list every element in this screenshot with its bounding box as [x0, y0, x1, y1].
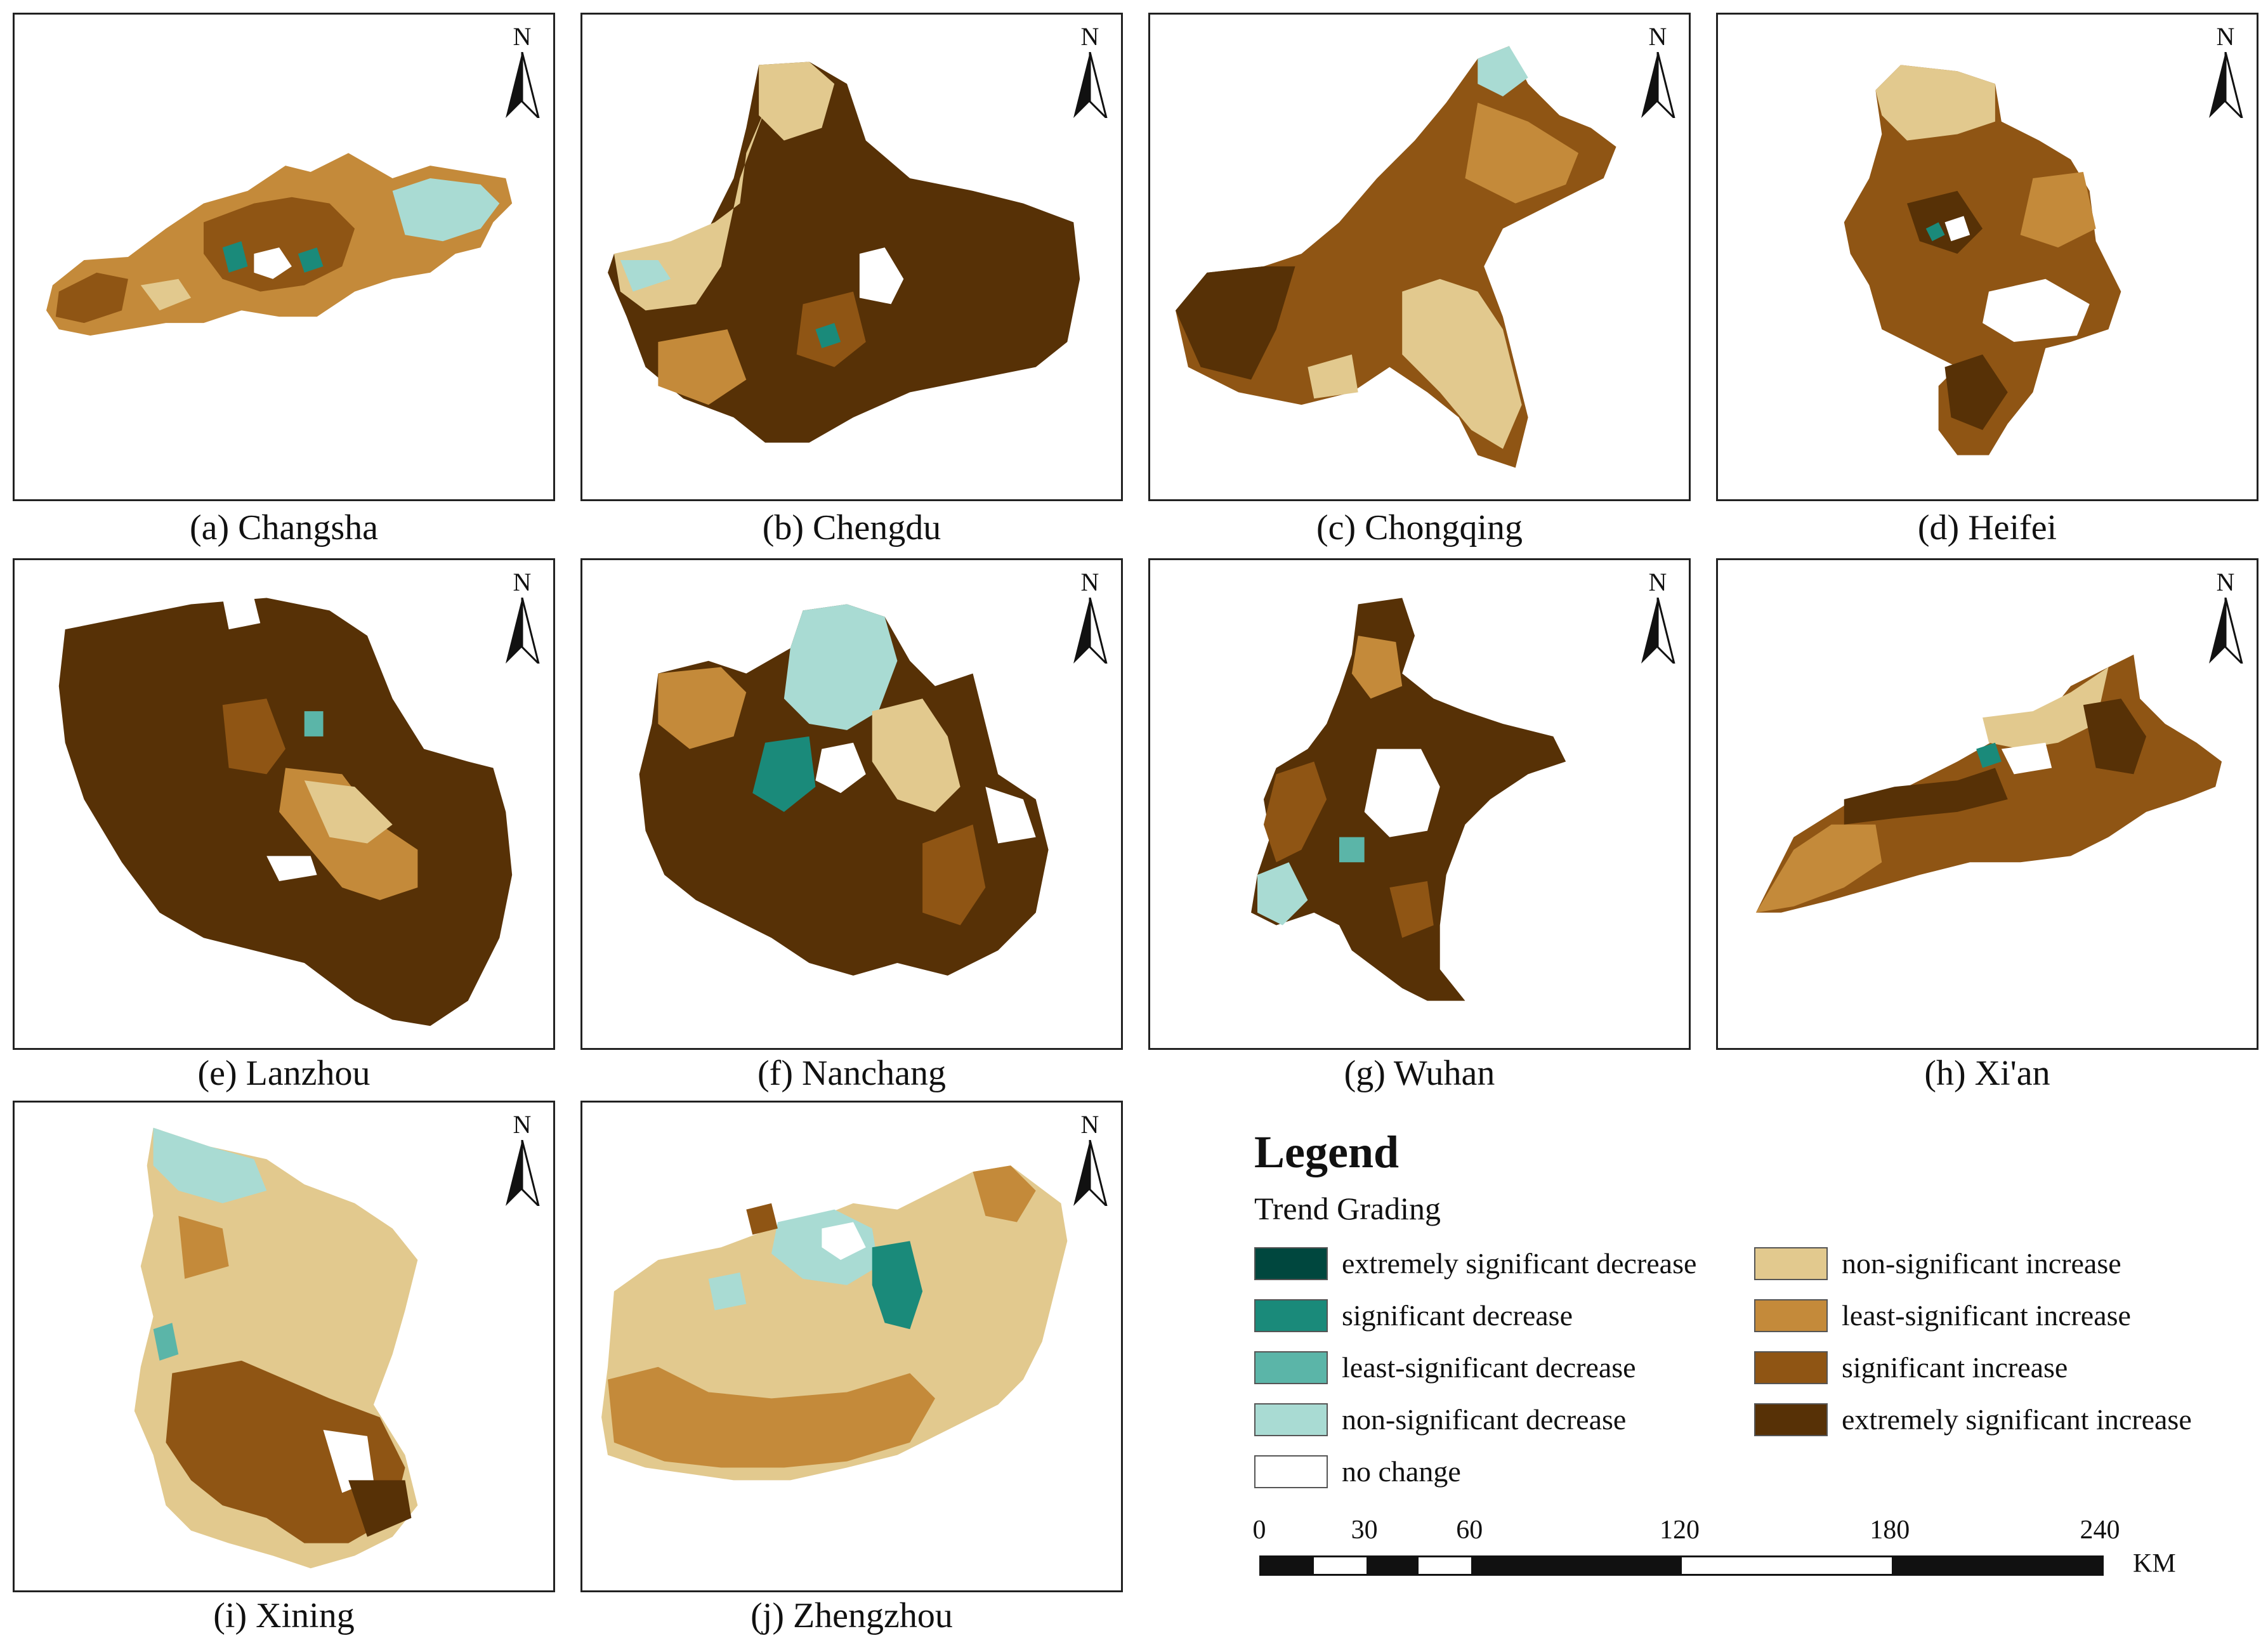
legend-subtitle: Trend Grading: [1254, 1191, 1441, 1226]
map-panel-wuhan: N: [1148, 558, 1691, 1050]
legend-label: least-significant increase: [1842, 1299, 2131, 1332]
north-arrow-icon: N: [1635, 24, 1680, 119]
scale-segment: [1681, 1557, 1892, 1574]
scale-segment: [1261, 1557, 1314, 1574]
scale-segment: [1366, 1557, 1419, 1574]
north-arrow-icon: N: [1068, 1112, 1112, 1207]
scale-tick-label: 60: [1456, 1516, 1483, 1545]
map-panel-zhengzhou: N: [580, 1101, 1123, 1592]
legend-swatch: [1254, 1299, 1328, 1332]
legend-label: non-significant increase: [1842, 1247, 2121, 1280]
map-panel-xining: N: [13, 1101, 555, 1592]
map-panel-heifei: N: [1716, 13, 2258, 501]
map-panel-xian: N: [1716, 558, 2258, 1050]
panel-caption: (a) Changsha: [189, 508, 378, 547]
region-map-lanzhou: [58, 598, 513, 1026]
scale-tick-label: 120: [1660, 1516, 1700, 1545]
scale-tick-label: 0: [1252, 1516, 1266, 1545]
legend-swatch: [1254, 1351, 1328, 1384]
scale-unit: KM: [2133, 1549, 2176, 1578]
north-arrow-icon: N: [2203, 24, 2248, 119]
scale-tick-label: 180: [1870, 1516, 1910, 1545]
legend-label: least-significant decrease: [1342, 1351, 1636, 1384]
panel-caption: (d) Heifei: [1917, 508, 2057, 547]
region-map-changsha: [46, 153, 513, 336]
panel-caption: (i) Xining: [213, 1596, 355, 1635]
legend-swatch: [1754, 1403, 1828, 1436]
region-map-nanchang: [639, 604, 1049, 976]
map-panel-nanchang: N: [580, 558, 1123, 1050]
scale-segment: [1471, 1557, 1682, 1574]
map-panel-chengdu: N: [580, 13, 1123, 501]
north-arrow-icon: N: [1635, 570, 1680, 665]
scale-tick-label: 240: [2080, 1516, 2120, 1545]
legend-swatch: [1254, 1455, 1328, 1488]
panel-caption: (e) Lanzhou: [197, 1054, 370, 1093]
legend-swatch: [1754, 1247, 1828, 1280]
legend-label: extremely significant increase: [1842, 1403, 2192, 1436]
north-arrow-icon: N: [500, 1112, 544, 1207]
region-map-chengdu: [608, 62, 1080, 443]
legend-swatch: [1754, 1299, 1828, 1332]
legend-swatch: [1754, 1351, 1828, 1384]
region-map-chongqing: [1176, 46, 1616, 468]
legend-swatch: [1254, 1247, 1328, 1280]
panel-caption: (g) Wuhan: [1344, 1054, 1495, 1093]
region-map-xining: [134, 1127, 418, 1569]
region-map-zhengzhou: [601, 1165, 1068, 1481]
legend-label: extremely significant decrease: [1342, 1247, 1697, 1280]
scale-tick-label: 30: [1351, 1516, 1378, 1545]
legend-swatch: [1254, 1403, 1328, 1436]
map-panel-changsha: N: [13, 13, 555, 501]
map-panel-lanzhou: N: [13, 558, 555, 1050]
map-panel-chongqing: N: [1148, 13, 1691, 501]
north-arrow-icon: N: [1068, 24, 1112, 119]
panel-caption: (f) Nanchang: [757, 1054, 946, 1093]
north-arrow-icon: N: [2203, 570, 2248, 665]
legend-title: Legend: [1254, 1127, 1399, 1177]
panel-caption: (j) Zhengzhou: [751, 1596, 953, 1635]
region-map-heifei: [1844, 65, 2121, 455]
legend-label: significant increase: [1842, 1351, 2068, 1384]
scale-bar: [1259, 1555, 2104, 1576]
legend-label: no change: [1342, 1455, 1461, 1488]
scale-segment: [1313, 1557, 1367, 1574]
north-arrow-icon: N: [500, 570, 544, 665]
panel-caption: (c) Chongqing: [1316, 508, 1523, 547]
scale-segment: [1891, 1557, 2102, 1574]
region-map-wuhan: [1251, 598, 1566, 1001]
panel-caption: (b) Chengdu: [762, 508, 941, 547]
panel-caption: (h) Xi'an: [1924, 1054, 2050, 1093]
north-arrow-icon: N: [1068, 570, 1112, 665]
scale-segment: [1419, 1557, 1472, 1574]
region-map-xian: [1755, 654, 2222, 913]
legend-label: non-significant decrease: [1342, 1403, 1627, 1436]
north-arrow-icon: N: [500, 24, 544, 119]
legend-label: significant decrease: [1342, 1299, 1573, 1332]
